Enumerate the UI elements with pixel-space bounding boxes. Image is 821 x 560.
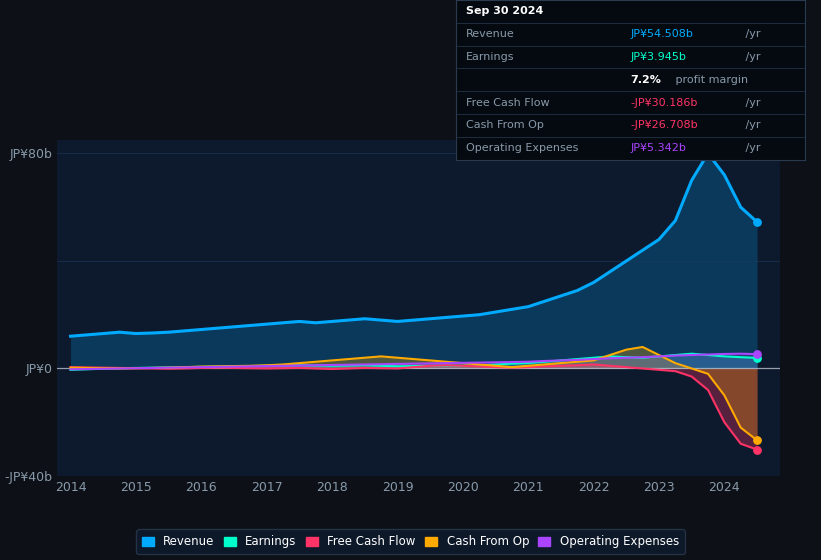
Text: JP¥3.945b: JP¥3.945b — [631, 52, 686, 62]
Point — [750, 445, 764, 454]
Text: Sep 30 2024: Sep 30 2024 — [466, 6, 544, 16]
Text: Revenue: Revenue — [466, 29, 515, 39]
Text: -JP¥26.708b: -JP¥26.708b — [631, 120, 698, 130]
Point — [750, 217, 764, 226]
Text: -JP¥30.186b: -JP¥30.186b — [631, 97, 698, 108]
Text: 7.2%: 7.2% — [631, 75, 661, 85]
Text: Operating Expenses: Operating Expenses — [466, 143, 579, 153]
Text: /yr: /yr — [742, 52, 760, 62]
Text: Earnings: Earnings — [466, 52, 515, 62]
Text: /yr: /yr — [742, 143, 760, 153]
Point — [750, 349, 764, 358]
Text: profit margin: profit margin — [672, 75, 748, 85]
Text: /yr: /yr — [742, 97, 760, 108]
Point — [750, 353, 764, 362]
Legend: Revenue, Earnings, Free Cash Flow, Cash From Op, Operating Expenses: Revenue, Earnings, Free Cash Flow, Cash … — [136, 529, 685, 554]
Text: Free Cash Flow: Free Cash Flow — [466, 97, 550, 108]
Text: /yr: /yr — [742, 120, 760, 130]
Text: JP¥54.508b: JP¥54.508b — [631, 29, 693, 39]
Text: /yr: /yr — [742, 29, 760, 39]
Text: Cash From Op: Cash From Op — [466, 120, 544, 130]
Text: JP¥5.342b: JP¥5.342b — [631, 143, 686, 153]
Point — [750, 436, 764, 445]
